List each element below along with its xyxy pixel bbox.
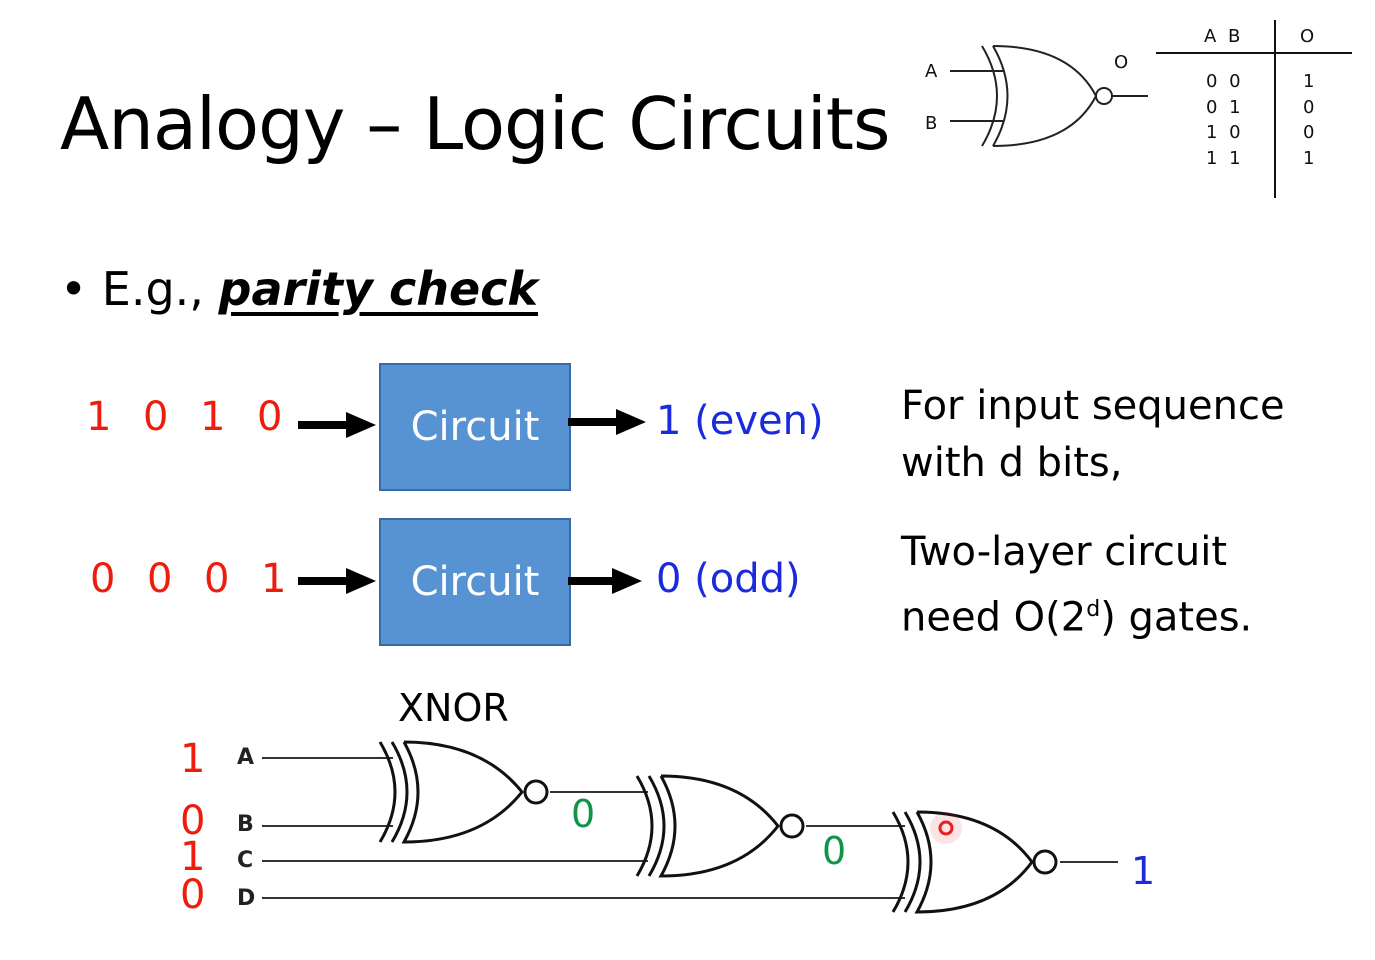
example-1-output: 1 (even) (656, 398, 824, 444)
example-2-circuit-box: Circuit (379, 518, 571, 646)
note-input-sequence: For input sequence with d bits, (901, 378, 1285, 492)
example-1-bit: 0 (143, 394, 170, 440)
note-line: need O(2d) gates. (901, 594, 1253, 641)
truth-table-header-inputs: A B (1204, 26, 1244, 47)
example-1-bit: 0 (257, 394, 284, 440)
note-line: with d bits, (901, 440, 1123, 486)
bullet-emphasis: parity check (218, 262, 539, 316)
example-2-bit: 0 (90, 556, 117, 602)
truth-table-output-column: 1 0 0 1 (1303, 69, 1314, 171)
cascade-input-bit-d: 0 (180, 872, 206, 918)
truth-table-cell: 1 1 (1206, 147, 1244, 169)
slide-title: Analogy – Logic Circuits (60, 82, 890, 166)
xnor-gate-2-icon (635, 774, 805, 878)
intermediate-output-1: 0 (571, 792, 596, 836)
arrow-icon (568, 409, 646, 435)
arrow-icon (298, 412, 376, 438)
xnor-gate-1-icon (378, 740, 549, 844)
truth-table-input-column: 0 0 0 1 1 0 1 1 (1206, 69, 1244, 171)
example-1-bit: 1 (86, 394, 113, 440)
xnor-input-b-label: B (925, 113, 938, 134)
cascade-result: 1 (1131, 849, 1156, 893)
intermediate-output-2: 0 (822, 829, 847, 873)
cascade-input-bit-b: 0 (180, 798, 206, 844)
xnor-gate-3-icon (891, 810, 1058, 914)
example-2-circuit-label: Circuit (410, 559, 540, 605)
example-2-bit: 0 (147, 556, 174, 602)
arrow-icon (568, 568, 642, 594)
truth-table-cell: 0 0 (1206, 71, 1244, 92)
arrow-icon (298, 568, 376, 594)
truth-table-rules (1156, 20, 1352, 198)
example-1-bit: 1 (200, 394, 227, 440)
example-2-bit: 1 (261, 556, 288, 602)
truth-table-header-output: O (1300, 26, 1315, 47)
note-exponent: d (1086, 597, 1101, 622)
pointer-dot-icon (930, 812, 962, 844)
cascade-pin-b: B (237, 812, 254, 837)
cascade-input-bit-c: 1 (180, 834, 206, 880)
truth-table-cell: 1 0 (1206, 122, 1244, 143)
note-line: For input sequence (901, 383, 1285, 429)
cascade-pin-a: A (237, 745, 255, 770)
example-2-bit: 0 (204, 556, 231, 602)
bullet-line: • E.g., parity check (60, 262, 538, 316)
xnor-input-a-label: A (925, 61, 938, 82)
note-gate-count: Two-layer circuit need O(2d) gates. (901, 524, 1252, 646)
example-1-circuit-box: Circuit (379, 363, 571, 491)
xnor-output-label: O (1114, 52, 1129, 73)
note-line: Two-layer circuit (901, 529, 1228, 575)
xnor-gate-label: XNOR (398, 686, 509, 730)
truth-table-cell: 0 1 (1206, 96, 1244, 118)
cascade-pin-d: D (237, 886, 256, 911)
example-1-circuit-label: Circuit (410, 404, 540, 450)
bullet-prefix: E.g., (101, 262, 219, 316)
cascade-pin-c: C (237, 848, 254, 873)
truth-table-cell: 0 (1303, 96, 1315, 118)
example-2-output: 0 (odd) (656, 556, 801, 602)
truth-table-cell: 1 (1303, 71, 1315, 92)
truth-table-cell: 1 (1303, 147, 1315, 169)
bullet-marker: • (60, 262, 88, 316)
cascade-wires (262, 757, 1118, 899)
cascade-input-bit-a: 1 (180, 736, 206, 782)
truth-table-cell: 0 (1303, 122, 1315, 143)
xnor-symbol-gate-icon (950, 45, 1148, 147)
